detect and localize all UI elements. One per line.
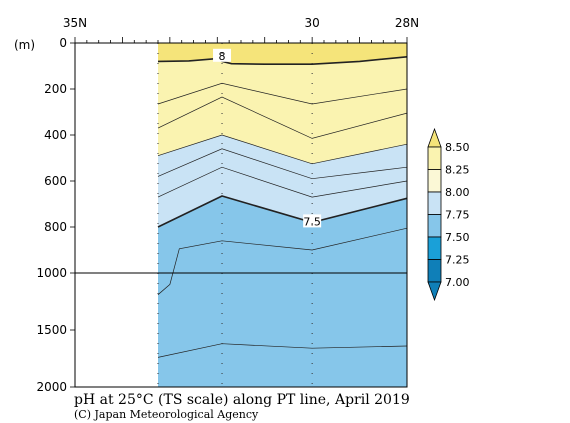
colorbar-level-label: 7.75	[445, 209, 470, 222]
y-axis-label: (m)	[14, 38, 35, 52]
y-tick-label: 800	[44, 220, 67, 234]
colorbar-level-label: 8.50	[445, 141, 470, 154]
contour-label-bg	[303, 214, 322, 228]
contour-line-7-75	[157, 134, 408, 165]
contour-line-7-4	[157, 227, 408, 295]
y-tick-label: 1500	[36, 323, 67, 337]
colorbar-segment	[427, 214, 442, 238]
contour-label-bg	[213, 48, 232, 62]
fill-band-7-25-to-7-50	[158, 196, 407, 387]
colorbar-level-label: 7.00	[445, 276, 470, 289]
credit-text: (C) Japan Meteorological Agency	[74, 408, 259, 421]
colorbar-segment	[427, 236, 442, 260]
colorbar-segment	[427, 169, 442, 193]
contour-line-7-6	[157, 166, 408, 198]
contour-line-7-35	[157, 343, 408, 358]
colorbar-level-label: 8.25	[445, 164, 470, 177]
x-tick-label: 35N	[63, 16, 87, 30]
colorbar-level-label: 7.25	[445, 254, 470, 267]
fill-band-7-50-to-7-75	[158, 135, 407, 227]
colorbar-segment	[427, 191, 442, 215]
contour-line-8	[157, 56, 408, 65]
x-axis: 35N 30 28N	[63, 16, 419, 43]
contour-line-7-9	[157, 82, 408, 105]
contour-line-7-8	[157, 96, 408, 139]
y-axis: 0 200 400 600 800 1000 1500 2000	[36, 36, 75, 394]
x-tick-label: 30	[305, 16, 320, 30]
colorbar-segment	[427, 146, 442, 170]
colorbar: 8.50 8.25 8.00 7.75 7.50 7.25 7.00	[427, 127, 470, 302]
y-tick-label: 1000	[36, 266, 67, 280]
y-tick-label: 600	[44, 174, 67, 188]
chart-title: pH at 25°C (TS scale) along PT line, Apr…	[74, 392, 410, 408]
colorbar-bottom-arrow	[427, 281, 442, 302]
contour-line-layer: 87.5	[157, 48, 408, 358]
contour-label: 7.5	[303, 215, 321, 228]
contour-line-7-7	[157, 148, 408, 180]
contour-line-7-5	[157, 195, 408, 228]
contour-label: 8	[219, 50, 226, 63]
y-tick-label: 200	[44, 82, 67, 96]
y-tick-label: 400	[44, 128, 67, 142]
colorbar-level-label: 7.50	[445, 231, 470, 244]
y-tick-label: 0	[59, 36, 67, 50]
colorbar-level-label: 8.00	[445, 186, 470, 199]
colorbar-top-arrow	[427, 127, 442, 148]
x-tick-label: 28N	[395, 16, 419, 30]
colorbar-segment	[427, 259, 442, 283]
y-tick-label: 2000	[36, 380, 67, 394]
